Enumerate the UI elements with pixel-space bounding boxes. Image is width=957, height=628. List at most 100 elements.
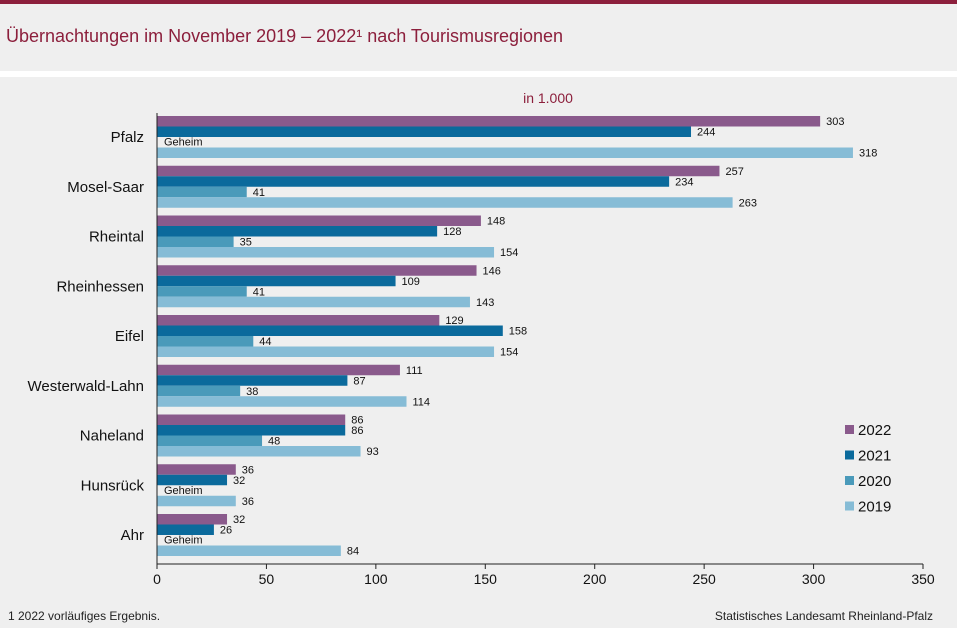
data-label: 128	[443, 226, 461, 238]
x-tick-label: 0	[153, 571, 161, 587]
bar-2022	[157, 315, 440, 326]
bar-2022	[157, 414, 346, 425]
data-label: 36	[242, 464, 254, 476]
category-label: Rheintal	[89, 229, 144, 246]
data-label: 154	[500, 347, 518, 359]
bar-2021	[157, 226, 438, 237]
legend-swatch-2022	[845, 425, 854, 434]
data-label: 129	[445, 315, 463, 327]
legend-swatch-2019	[845, 501, 854, 511]
bar-2021	[157, 176, 670, 187]
data-label: 143	[476, 297, 494, 309]
bar-2022	[157, 514, 228, 525]
x-tick-label: 250	[692, 571, 716, 587]
data-label: 41	[253, 187, 265, 199]
data-label: 48	[268, 436, 280, 448]
category-label: Pfalz	[111, 129, 144, 146]
bar-2021	[157, 474, 228, 486]
data-label: 303	[826, 116, 844, 128]
data-label: 158	[509, 326, 527, 338]
bar-2020	[157, 336, 254, 347]
legend-swatch-2021	[845, 450, 854, 460]
data-label: 148	[487, 216, 505, 228]
missing-value-label: Geheim	[164, 485, 203, 497]
category-label: Eifel	[115, 328, 144, 345]
legend-label: 2021	[858, 448, 891, 465]
category-label: Rheinhessen	[56, 278, 144, 295]
bar-2020	[157, 186, 247, 198]
bar-2022	[157, 165, 720, 177]
data-label: 109	[402, 276, 420, 288]
data-label: 244	[697, 127, 715, 139]
x-tick-label: 350	[911, 571, 935, 587]
bar-2020	[157, 435, 263, 446]
bar-2019	[157, 346, 495, 357]
bar-2020	[157, 385, 241, 397]
data-label: 257	[725, 166, 743, 178]
data-label: 32	[233, 514, 245, 526]
chart-subtitle: in 1.000	[523, 90, 573, 106]
data-label: 32	[233, 475, 245, 487]
chart-title: Übernachtungen im November 2019 – 2022¹ …	[6, 26, 564, 46]
category-label: Westerwald-Lahn	[28, 378, 144, 395]
category-label: Naheland	[80, 428, 144, 445]
x-tick-label: 100	[364, 571, 388, 587]
data-label: 318	[859, 148, 877, 160]
bar-2019	[157, 396, 407, 407]
data-label: 35	[240, 237, 252, 249]
bar-2022	[157, 116, 821, 127]
bar-2019	[157, 296, 470, 308]
bar-2020	[157, 236, 234, 247]
missing-value-label: Geheim	[164, 137, 203, 149]
x-tick-label: 50	[259, 571, 275, 587]
data-label: 234	[675, 176, 693, 188]
bar-2021	[157, 126, 692, 137]
category-label: Ahr	[121, 527, 144, 544]
bar-2022	[157, 265, 477, 276]
bar-2019	[157, 147, 853, 158]
data-label: 93	[367, 446, 379, 458]
category-label: Mosel-Saar	[67, 179, 144, 196]
bar-2021	[157, 524, 214, 535]
x-tick-label: 300	[802, 571, 826, 587]
top-accent-bar	[0, 0, 957, 4]
data-label: 26	[220, 525, 232, 537]
bar-2019	[157, 197, 733, 208]
header-divider	[0, 71, 957, 77]
bar-2020	[157, 286, 247, 297]
bar-2021	[157, 325, 503, 336]
data-label: 86	[351, 425, 363, 437]
x-tick-label: 200	[583, 571, 607, 587]
x-tick-label: 150	[474, 571, 498, 587]
bar-2021	[157, 425, 346, 436]
legend-swatch-2020	[845, 476, 854, 485]
legend-label: 2019	[858, 499, 891, 516]
category-label: Hunsrück	[81, 477, 145, 494]
bar-2022	[157, 215, 481, 226]
footnote: 1 2022 vorläufiges Ergebnis.	[8, 609, 161, 623]
bar-2022	[157, 464, 236, 475]
source-credit: Statistisches Landesamt Rheinland-Pfalz	[714, 609, 933, 623]
data-label: 41	[253, 286, 265, 298]
missing-value-label: Geheim	[164, 535, 203, 547]
legend-label: 2022	[858, 422, 891, 439]
bar-2019	[157, 495, 236, 507]
data-label: 146	[483, 265, 501, 277]
bar-2019	[157, 545, 341, 556]
bar-2019	[157, 446, 361, 457]
data-label: 87	[353, 375, 365, 387]
bar-2019	[157, 247, 495, 258]
data-label: 263	[739, 197, 757, 209]
data-label: 86	[351, 415, 363, 427]
data-label: 154	[500, 247, 518, 259]
legend-label: 2020	[858, 473, 891, 490]
data-label: 84	[347, 546, 359, 558]
bar-2021	[157, 275, 396, 287]
data-label: 114	[412, 396, 430, 408]
data-label: 36	[242, 496, 254, 508]
data-label: 44	[259, 336, 271, 348]
bar-2021	[157, 375, 348, 386]
bar-2022	[157, 364, 400, 376]
data-label: 111	[406, 365, 423, 377]
